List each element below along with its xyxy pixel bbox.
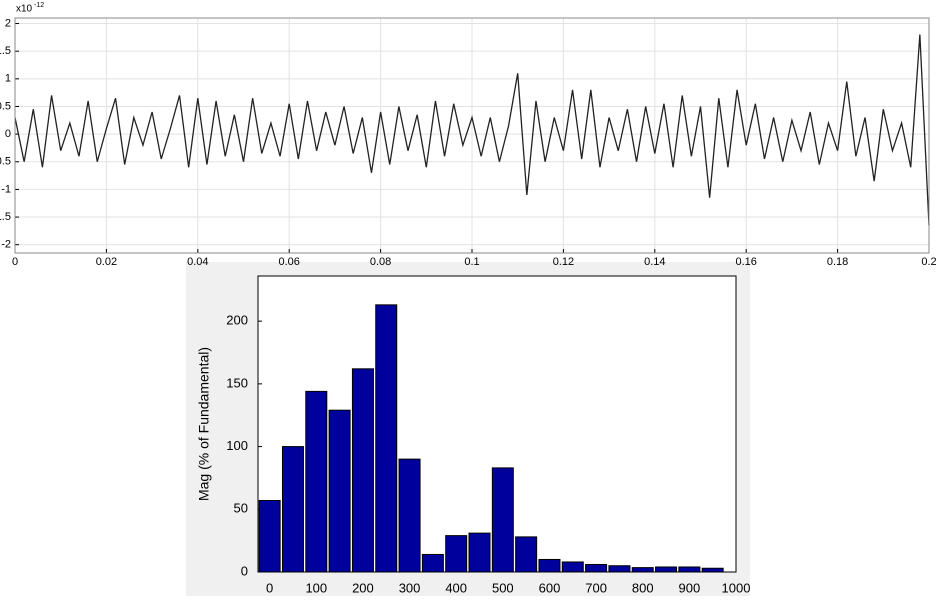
y-tick-label: 1 bbox=[5, 73, 11, 85]
bar bbox=[655, 566, 678, 573]
bar bbox=[375, 304, 398, 573]
y-tick-label: 200 bbox=[226, 313, 248, 328]
y-axis-label: Mag (% of Fundamental) bbox=[196, 347, 212, 501]
x-tick-label: 0.2 bbox=[921, 256, 936, 268]
x-tick-label: 100 bbox=[305, 580, 327, 595]
bar bbox=[468, 532, 491, 573]
bar bbox=[305, 390, 328, 573]
bar bbox=[328, 409, 351, 573]
bar bbox=[351, 368, 374, 573]
bar bbox=[491, 467, 514, 573]
y-tick-label: -2 bbox=[1, 239, 11, 251]
y-tick-label: 50 bbox=[234, 501, 248, 516]
bar bbox=[421, 553, 444, 573]
y-tick-label: 150 bbox=[226, 375, 248, 390]
x-tick-label: 300 bbox=[399, 580, 421, 595]
bar bbox=[678, 566, 701, 573]
y-tick-label: 1.5 bbox=[0, 45, 11, 57]
bar bbox=[515, 536, 538, 573]
bar bbox=[281, 446, 304, 573]
x-tick-label: 700 bbox=[585, 580, 607, 595]
y-tick-label: -1.5 bbox=[0, 211, 11, 223]
x-tick-label: 0.14 bbox=[644, 256, 665, 268]
x-tick-label: 0.1 bbox=[464, 256, 479, 268]
x-tick-label: 0.08 bbox=[370, 256, 391, 268]
bar bbox=[561, 561, 584, 573]
bar bbox=[608, 565, 631, 573]
y-tick-label: -0.5 bbox=[0, 156, 11, 168]
x-tick-label: 0.06 bbox=[278, 256, 299, 268]
bar bbox=[701, 567, 724, 573]
bar bbox=[445, 535, 468, 573]
x-tick-label: 0.04 bbox=[187, 256, 208, 268]
bar bbox=[585, 563, 608, 573]
y-tick-label: 0 bbox=[241, 563, 248, 578]
bar bbox=[398, 458, 421, 573]
bar bbox=[631, 567, 654, 573]
x-tick-label: 200 bbox=[352, 580, 374, 595]
x-tick-label: 900 bbox=[679, 580, 701, 595]
y-tick-label: 0 bbox=[5, 128, 11, 140]
y-scale-exponent: -12 bbox=[34, 2, 44, 9]
x-tick-label: 1000 bbox=[722, 580, 751, 595]
line-series bbox=[14, 34, 930, 226]
x-tick-label: 600 bbox=[539, 580, 561, 595]
x-tick-label: 0.16 bbox=[735, 256, 756, 268]
x-tick-label: 0 bbox=[266, 580, 273, 595]
x-tick-label: 0 bbox=[12, 256, 18, 268]
x-tick-label: 0.18 bbox=[827, 256, 848, 268]
plot-frame bbox=[257, 275, 737, 573]
bar bbox=[538, 558, 561, 573]
plot-frame bbox=[14, 17, 930, 254]
y-tick-label: -1 bbox=[1, 183, 11, 195]
x-tick-label: 0.12 bbox=[553, 256, 574, 268]
x-tick-label: 800 bbox=[632, 580, 654, 595]
x-tick-label: 0.02 bbox=[96, 256, 117, 268]
y-tick-label: 0.5 bbox=[0, 100, 11, 112]
x-tick-label: 500 bbox=[492, 580, 514, 595]
y-scale-label: x10 bbox=[16, 4, 33, 15]
y-tick-label: 100 bbox=[226, 438, 248, 453]
x-tick-label: 400 bbox=[445, 580, 467, 595]
bar bbox=[258, 500, 281, 573]
y-tick-label: 2 bbox=[5, 17, 11, 29]
